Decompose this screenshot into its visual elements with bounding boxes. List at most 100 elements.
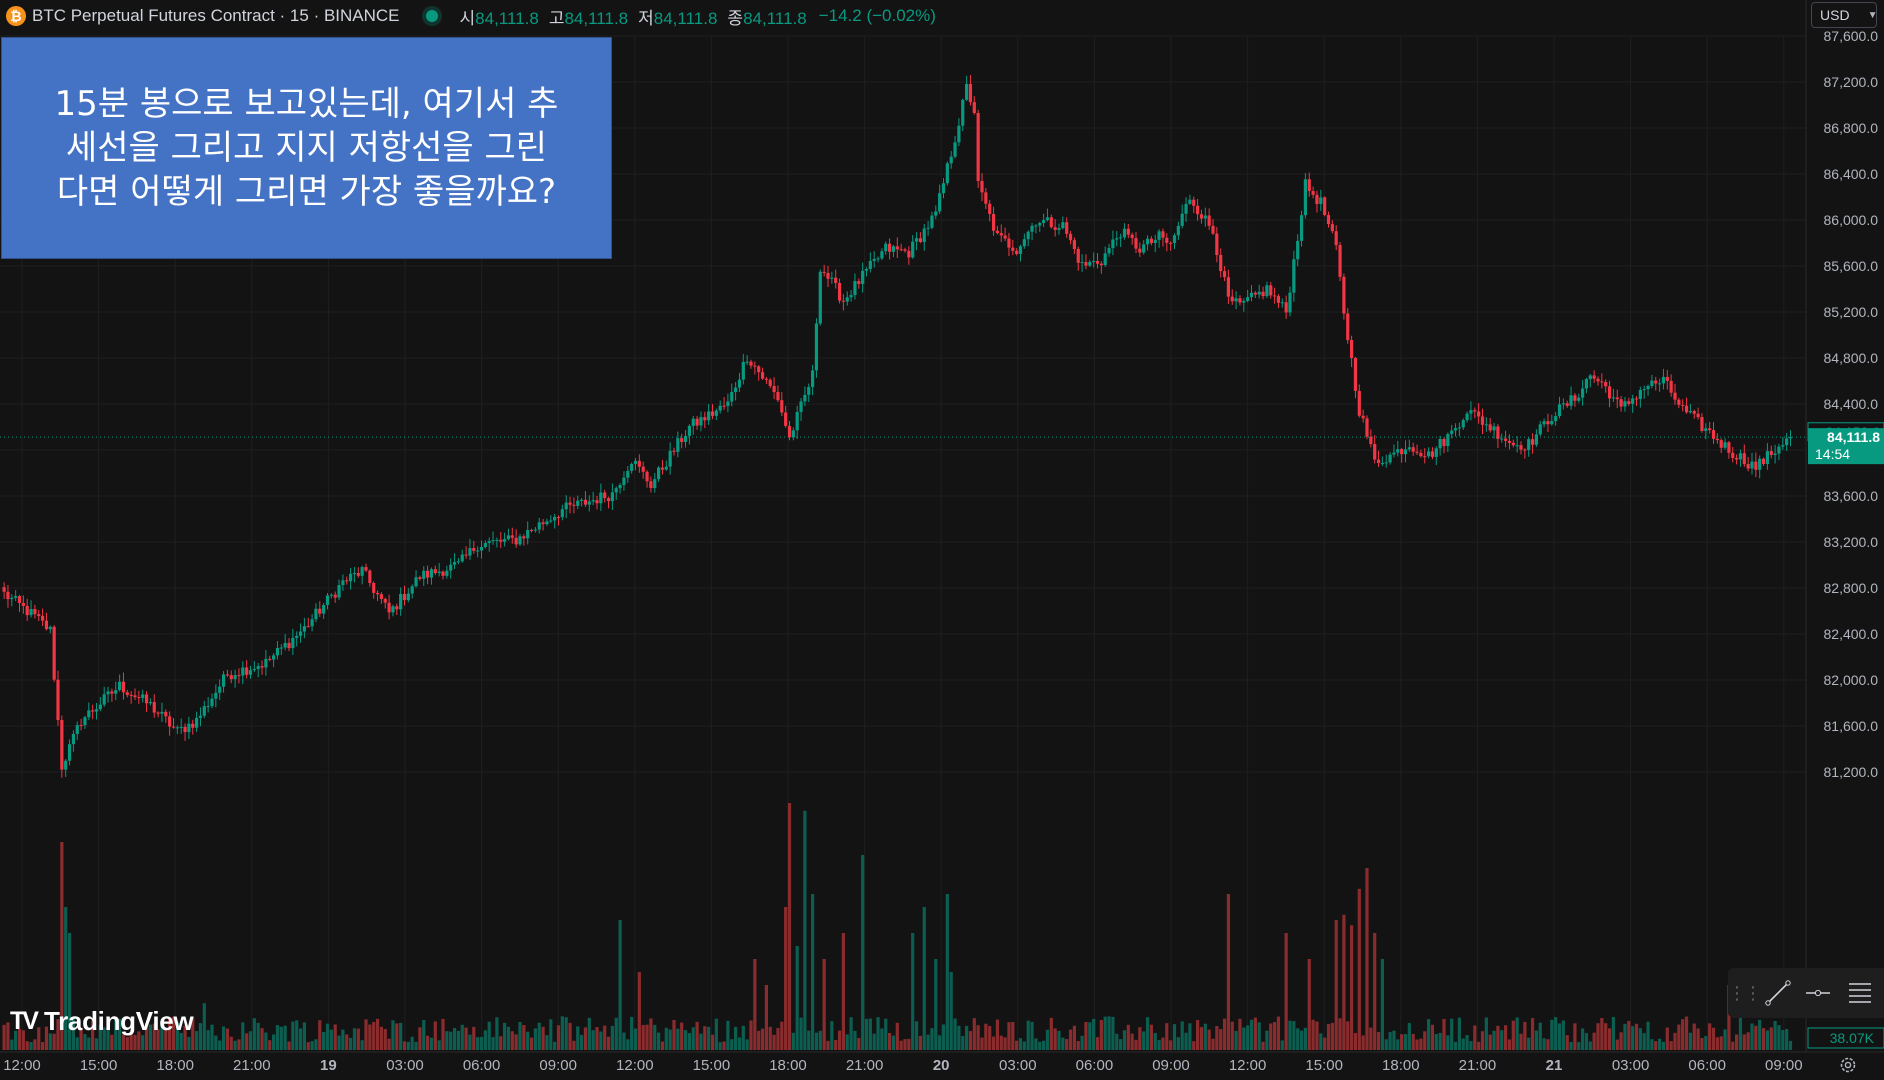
candle-body [183, 726, 187, 733]
volume-bar [1465, 1035, 1469, 1050]
candle-body [753, 365, 757, 367]
volume-bar [1065, 1039, 1069, 1050]
volume-bar [1634, 1023, 1639, 1050]
volume-bar [483, 1030, 487, 1050]
volume-bar [499, 1036, 503, 1050]
volume-bar [1088, 1022, 1092, 1050]
volume-bar [849, 1017, 853, 1050]
candle-body [1650, 380, 1654, 386]
horizontal-ray-tool-icon[interactable] [1798, 973, 1838, 1013]
volume-bar [533, 1028, 537, 1050]
price-tick-label: 85,600.0 [1824, 258, 1879, 274]
volume-bar [1781, 1030, 1785, 1050]
volume-bar [1430, 1024, 1435, 1050]
candle-body [1111, 239, 1115, 249]
volume-bar [1392, 1030, 1396, 1050]
volume-bar [1273, 1021, 1277, 1050]
volume-bar [125, 1037, 129, 1050]
time-tick-label: 15:00 [80, 1057, 118, 1074]
chart-grid [0, 35, 1806, 1052]
trend-line-tool-icon[interactable] [1758, 973, 1798, 1013]
symbol-title[interactable]: BTC Perpetual Futures Contract · 15 · BI… [32, 6, 400, 25]
volume-bar [1222, 1018, 1227, 1050]
volume-bar [1007, 1022, 1011, 1050]
candle-body [1453, 428, 1458, 431]
volume-bar [1488, 1034, 1492, 1050]
menu-lines-icon[interactable] [1838, 973, 1878, 1013]
candle-body [287, 642, 291, 649]
candle-body [25, 605, 29, 616]
candle-body [1307, 179, 1311, 192]
candle-body [464, 554, 468, 556]
volume-bar [329, 1029, 333, 1050]
candle-body [1750, 461, 1754, 469]
candle-body [791, 430, 795, 438]
candle-body [872, 258, 876, 261]
candle-body [603, 492, 607, 499]
volume-bar [811, 894, 815, 1050]
volume-bar [171, 1017, 176, 1050]
tradingview-logo[interactable]: TV TradingView [10, 1006, 194, 1037]
volume-bar [1785, 1028, 1789, 1050]
candle-body [1153, 239, 1157, 244]
volume-bar [460, 1024, 464, 1050]
candle-body [918, 238, 922, 242]
candle-body [102, 694, 106, 705]
candle-body [245, 667, 249, 675]
volume-bar [1034, 1038, 1038, 1050]
time-axis[interactable]: 12:00 15:00 18:00 21:00 19 03:00 06:00 09:00 12:… [0, 1051, 1884, 1074]
volume-bar [995, 1019, 999, 1050]
price-axis[interactable]: 87,600.0 87,200.0 86,800.0 86,400.0 86,000.0… [1805, 0, 1884, 1080]
candle-body [1215, 233, 1219, 256]
volume-bar [784, 907, 788, 1050]
candle-body [676, 438, 680, 452]
volume-bar [1477, 1041, 1481, 1050]
volume-bar [1369, 1027, 1373, 1050]
volume-bar [861, 855, 865, 1050]
candle-body [568, 502, 572, 505]
market-status-dot[interactable] [425, 10, 438, 22]
candle-body [1684, 405, 1689, 413]
candle-body [248, 670, 253, 675]
volume-bar [94, 1038, 99, 1050]
candle-body [1265, 285, 1269, 297]
volume-bar [1407, 1023, 1411, 1050]
candle-body [372, 582, 376, 593]
volume-bar [1592, 1032, 1596, 1050]
ohlc-close: 종84,111.8 [727, 8, 807, 28]
candle-body [160, 711, 164, 714]
candle-body [745, 361, 749, 363]
volume-bar [60, 842, 64, 1050]
currency-selector[interactable]: USD ▼ [1811, 2, 1877, 28]
candle-body [1269, 285, 1273, 296]
drag-handle-icon[interactable]: ⋮⋮ [1728, 982, 1762, 1003]
candle-body [329, 594, 333, 596]
gear-icon[interactable] [1836, 1053, 1860, 1077]
volume-bar [402, 1041, 407, 1050]
volume-bar [722, 1041, 726, 1050]
candle-body [583, 499, 588, 505]
candle-body [1388, 454, 1392, 463]
candle-body [198, 715, 203, 718]
volume-bar [379, 1026, 383, 1050]
candle-body [1496, 426, 1500, 439]
candle-body [6, 591, 10, 600]
volume-bar [1330, 1022, 1334, 1050]
volume-bar [1631, 1026, 1635, 1050]
price-tick-label: 86,400.0 [1824, 166, 1879, 182]
volume-bar [664, 1027, 668, 1050]
candle-body [907, 250, 911, 258]
price-tick-label: 86,000.0 [1824, 212, 1879, 228]
candle-body [837, 282, 842, 301]
volume-bar [1230, 1021, 1234, 1050]
time-tick-label: 18:00 [1382, 1057, 1420, 1074]
candle-body [426, 570, 430, 578]
time-tick-label: 21:00 [233, 1057, 271, 1074]
volume-bar [225, 1028, 229, 1050]
volume-bar [826, 1040, 830, 1050]
logo-text: TradingView [43, 1006, 194, 1036]
candle-body [1045, 217, 1050, 221]
candle-body [298, 631, 303, 636]
candle-body [734, 387, 738, 393]
